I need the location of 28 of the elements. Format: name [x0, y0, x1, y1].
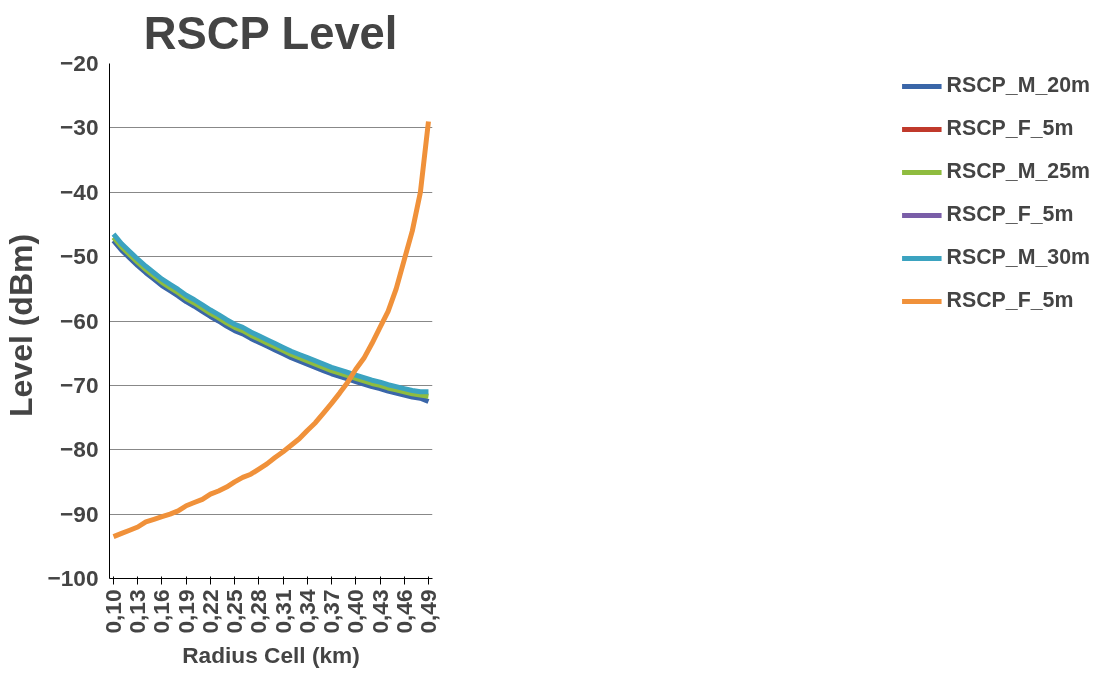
x-tick-label: 0,37 [318, 589, 345, 634]
legend-label: RSCP_F_5m [946, 116, 1074, 141]
x-tick-label: 0,13 [124, 589, 151, 634]
x-tick-label: 0,43 [366, 589, 393, 634]
legend-label: RSCP_M_30m [946, 245, 1090, 270]
y-tick-label: −90 [60, 500, 99, 527]
x-tick-label: 0,19 [172, 589, 199, 634]
x-tick-label: 0,31 [269, 589, 296, 634]
y-tick-label: −40 [60, 178, 99, 205]
y-tick-label: −60 [60, 307, 99, 334]
x-tick-label: 0,16 [148, 589, 175, 634]
y-tick-label: −30 [60, 114, 99, 141]
y-tick-label: −70 [60, 371, 99, 398]
legend-label: RSCP_F_5m [946, 288, 1074, 313]
y-tick-label: −20 [60, 50, 99, 76]
legend-label: RSCP_M_25m [946, 159, 1090, 184]
y-tick-label: −100 [47, 565, 99, 591]
y-axis-title: Level (dBm) [3, 233, 40, 418]
x-axis-title: Radius Cell (km) [182, 641, 360, 668]
chart-title: RSCP Level [143, 7, 398, 59]
y-tick-label: −80 [60, 436, 99, 463]
x-tick-label: 0,40 [342, 589, 369, 634]
legend-label: RSCP_M_20m [946, 73, 1090, 98]
x-tick-label: 0,10 [100, 589, 127, 634]
x-tick-label: 0,28 [245, 589, 272, 634]
x-tick-label: 0,25 [221, 589, 248, 634]
y-tick-label: −50 [60, 243, 99, 270]
legend-label: RSCP_F_5m [946, 202, 1074, 227]
